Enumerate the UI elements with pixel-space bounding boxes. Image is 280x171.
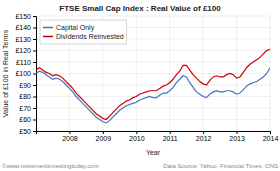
tick-mark [33,51,36,52]
tick-mark [270,131,271,134]
tick: £150 [15,13,36,20]
axis: £50 £60 £70 £80 £90 £100 £110 £120 £130 £140 £150 [15,13,36,135]
title: FTSE Small Cap Index : Real Value of £10… [59,4,221,13]
axis: 2008 2009 2010 2011 2012 2013 2014 [37,131,279,142]
grid-line [36,85,270,86]
tick-label: 2011 [163,135,178,142]
tick-label: 2009 [96,135,112,142]
tick-label: £70 [19,105,31,112]
legend-swatch [43,27,53,29]
tick: £60 [19,116,36,123]
tick-mark [203,131,204,134]
legend: Capital OnlyDividends Reinvested [40,20,127,44]
y-axis-title: Value of £100 in Real Terms [2,29,9,117]
tick: 2009 [96,131,112,142]
tick-mark [33,74,36,75]
tick-mark [33,131,36,132]
tick-label: £120 [15,47,31,54]
tick-label: £130 [15,36,31,43]
tick-mark [33,39,36,40]
tick-label: £150 [15,13,31,20]
legend-label: Capital Only [56,24,95,32]
tick-label: £140 [15,24,31,31]
tick-label: 2013 [229,135,245,142]
tick-mark [237,131,238,134]
chart: 2008 2009 2010 2011 2012 2013 2014 £50 £60 £70 £80… [0,0,280,171]
tick-mark [33,108,36,109]
tick-mark [33,28,36,29]
tick-label: 2010 [129,135,145,142]
tick: 2014 [263,131,279,142]
tick-label: 2008 [62,135,78,142]
tick-label: £80 [19,93,31,100]
tick-mark [33,97,36,98]
tick: £140 [15,24,36,31]
tick: £50 [19,128,36,135]
tick: £100 [15,70,36,77]
tick: £130 [15,36,36,43]
grid-line [36,16,270,17]
legend-swatch [43,36,53,38]
tick-label: £60 [19,116,31,123]
grid [36,16,270,131]
grid-line [36,50,270,51]
annotation: ©www.retirementinvestingtoday.com [2,163,99,169]
tick-mark [103,131,104,134]
tick-mark [33,120,36,121]
annotation: Data Source: Yahoo, Financial Times, ONS [163,163,278,169]
tick-label: £50 [19,128,31,135]
tick: 2010 [129,131,145,142]
tick: 2013 [229,131,245,142]
tick: £70 [19,105,36,112]
legend-box [40,20,127,44]
axis-line [33,17,37,132]
tick-mark [69,131,70,134]
tick: 2012 [196,131,212,142]
tick-label: £90 [19,82,31,89]
grid-line [36,96,270,97]
tick-label: £100 [15,70,31,77]
x-axis-title: Year [146,149,161,156]
tick: £120 [15,47,36,54]
tick: £90 [19,82,36,89]
tick: 2011 [163,131,178,142]
grid-line [36,119,270,120]
tick: £80 [19,93,36,100]
axis-line [37,132,271,135]
tick-mark [33,62,36,63]
grid-line [36,62,270,63]
legend-label: Dividends Reinvested [56,33,124,40]
tick-mark [136,131,137,134]
lines [36,49,270,123]
tick: 2008 [62,131,78,142]
tick-mark [33,85,36,86]
grid-line [36,108,270,109]
tick-mark [33,16,36,17]
tick: £110 [16,59,36,66]
series-line [36,49,270,119]
tick-label: £110 [16,59,31,66]
grid-line [36,73,270,74]
tick-label: 2012 [196,135,212,142]
tick-label: 2014 [263,135,279,142]
tick-mark [170,131,171,134]
